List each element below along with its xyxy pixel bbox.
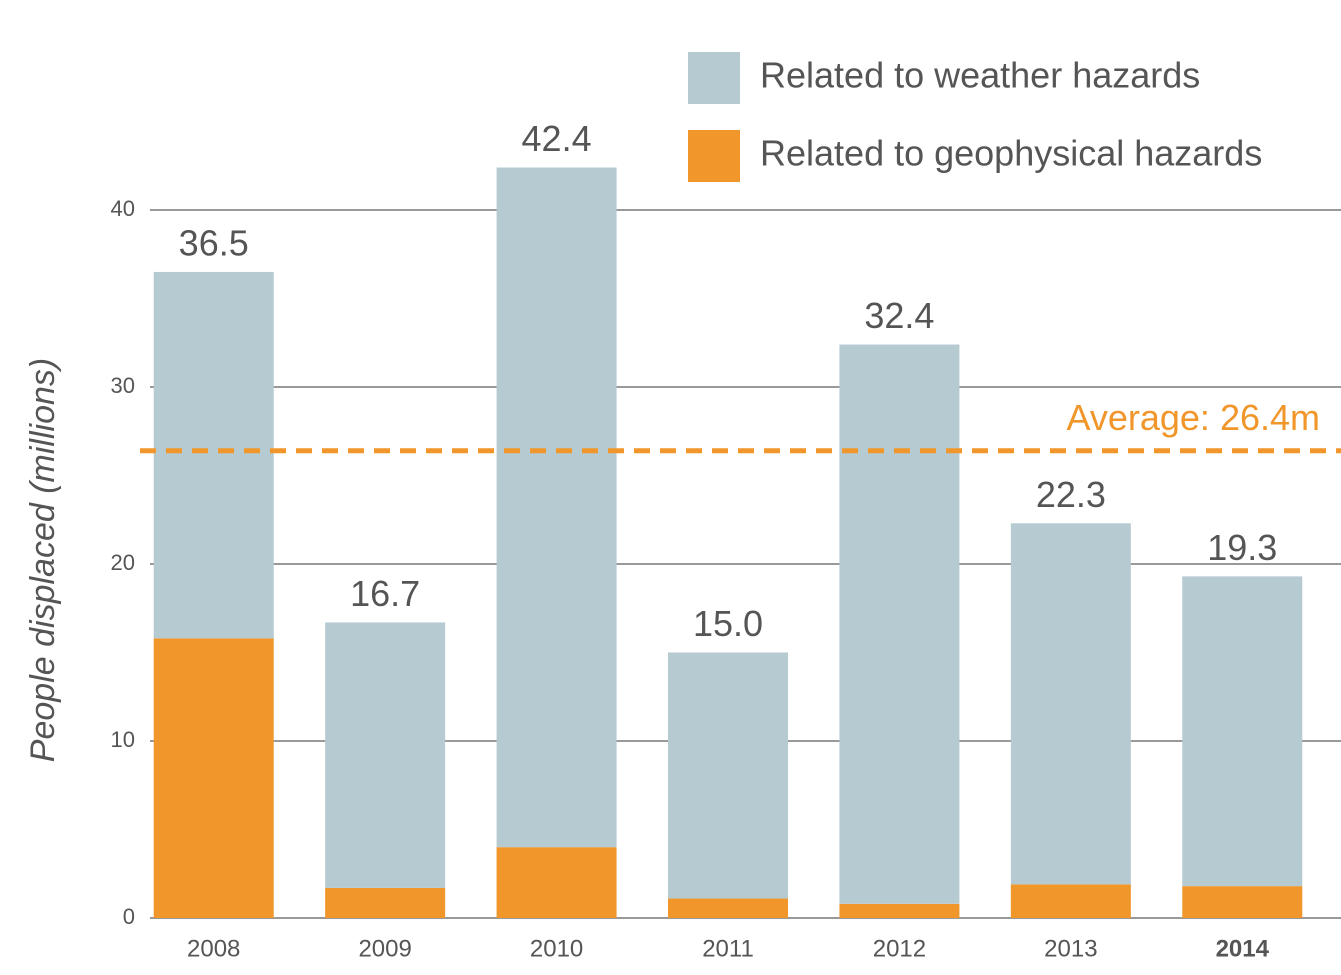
bar-segment [1182, 886, 1303, 918]
y-tick-label: 30 [111, 373, 135, 398]
total-label: 15.0 [693, 603, 763, 644]
legend-label: Related to weather hazards [760, 55, 1200, 96]
bar-segment [496, 167, 617, 848]
y-tick-label: 10 [111, 727, 135, 752]
x-tick-label: 2009 [358, 935, 411, 962]
bar-segment [325, 887, 446, 918]
bar-segment [668, 652, 788, 899]
x-tick-label: 2010 [530, 935, 583, 962]
legend-swatch [688, 130, 740, 182]
x-tick-label: 2008 [187, 935, 240, 962]
legend-swatch [688, 52, 740, 104]
total-label: 42.4 [522, 118, 592, 159]
y-tick-label: 40 [111, 196, 135, 221]
bar-segment [325, 622, 446, 888]
x-tick-label: 2014 [1216, 935, 1270, 962]
bar-segment [1010, 884, 1131, 918]
total-label: 32.4 [864, 295, 934, 336]
x-tick-label: 2013 [1044, 935, 1097, 962]
total-label: 22.3 [1036, 474, 1106, 515]
y-tick-label: 20 [111, 550, 135, 575]
y-axis-label: People displaced (millions) [24, 358, 62, 762]
bar-segment [839, 903, 960, 918]
bar-segment [1010, 523, 1131, 885]
bar-segment [1182, 576, 1303, 887]
x-tick-label: 2011 [702, 935, 754, 962]
bar-segment [153, 638, 274, 918]
legend-label: Related to geophysical hazards [760, 133, 1262, 174]
bar-segment [153, 271, 274, 639]
y-tick-label: 0 [123, 904, 135, 929]
x-tick-label: 2012 [873, 935, 926, 962]
total-label: 16.7 [350, 573, 420, 614]
total-label: 36.5 [179, 222, 249, 263]
total-label: 19.3 [1207, 527, 1277, 568]
bar-segment [839, 344, 960, 904]
bar-segment [496, 847, 617, 918]
bar-segment [668, 898, 788, 918]
average-label: Average: 26.4m [1067, 397, 1321, 438]
